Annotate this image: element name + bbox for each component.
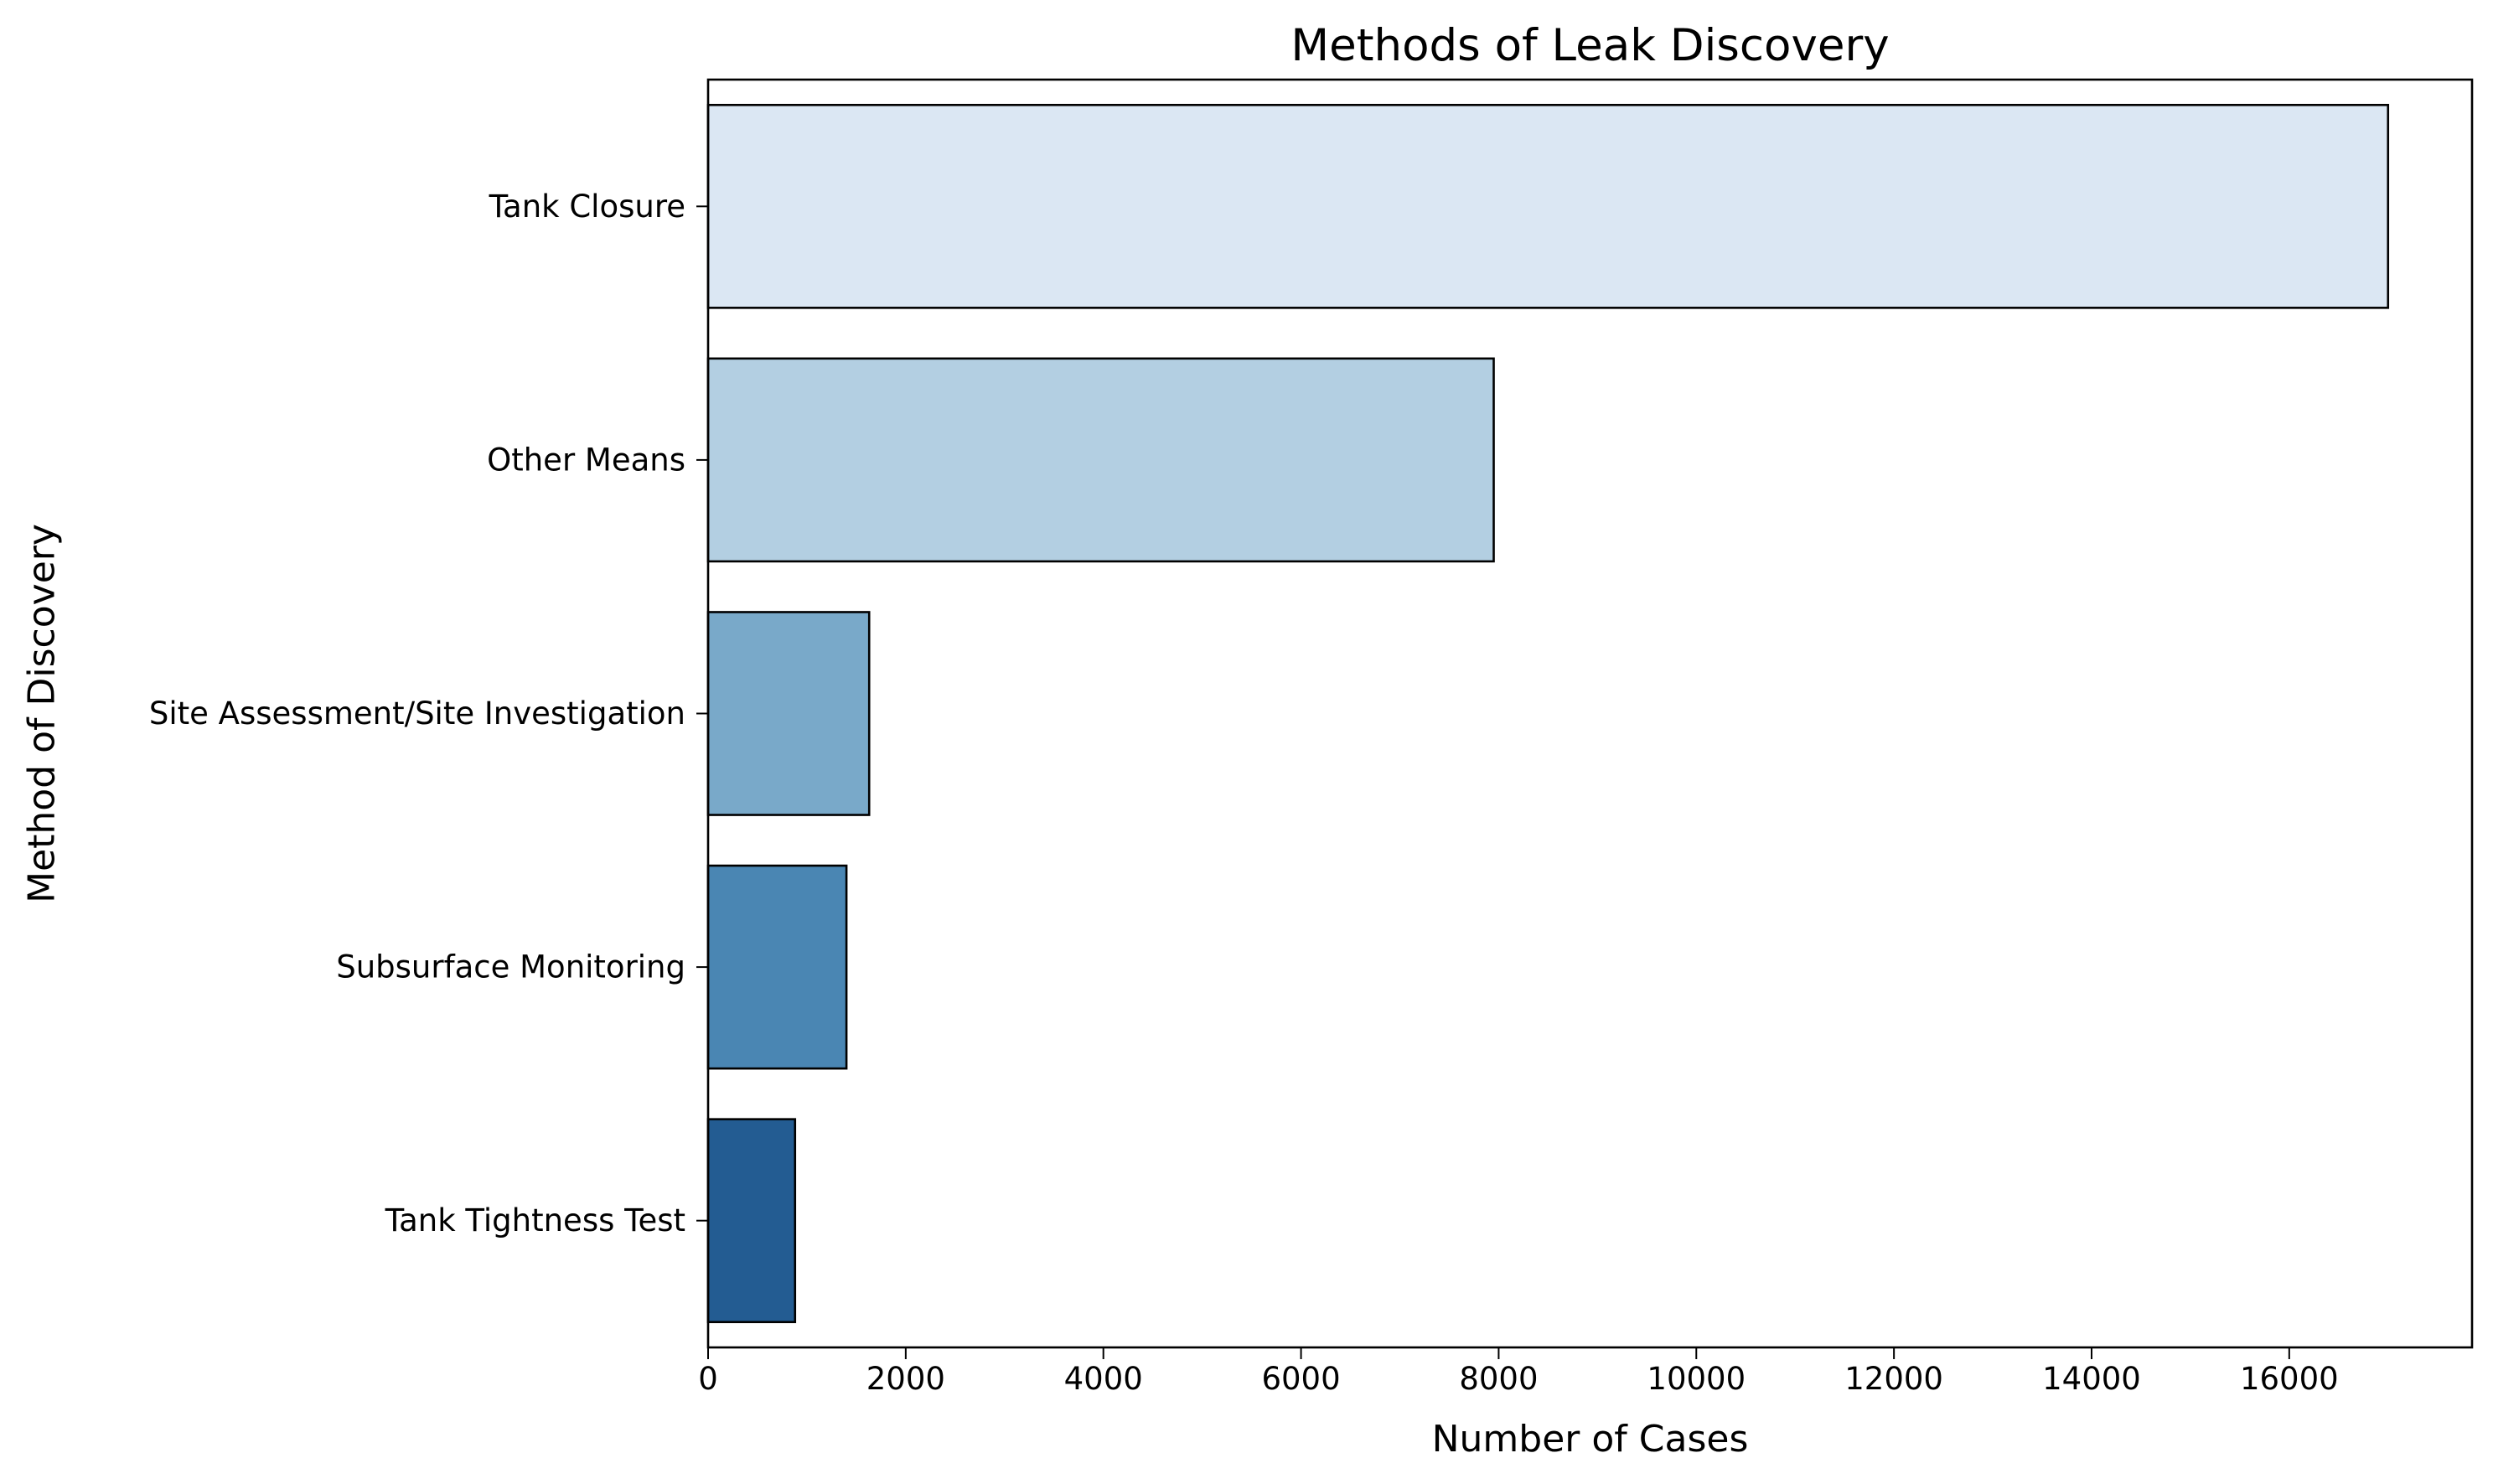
x-axis-label: Number of Cases bbox=[1432, 1418, 1749, 1461]
y-tick-label: Site Assessment/Site Investigation bbox=[149, 695, 685, 732]
bar bbox=[706, 864, 848, 1070]
y-axis-ticks: Tank Closure Other Means Site Assessment/S… bbox=[149, 189, 708, 1238]
y-tick-label: Tank Closure bbox=[489, 189, 685, 225]
x-tick-label: 16000 bbox=[2240, 1361, 2339, 1397]
y-tick-label: Other Means bbox=[487, 442, 685, 478]
x-tick-label: 14000 bbox=[2042, 1361, 2141, 1397]
x-axis-ticks: 0 2000 4000 6000 8000 10000 12000 14000 16000 bbox=[698, 1347, 2339, 1397]
chart-title: Methods of Leak Discovery bbox=[1290, 20, 1889, 71]
y-axis-label: Method of Discovery bbox=[21, 524, 64, 903]
bar bbox=[706, 611, 871, 816]
bar bbox=[706, 1118, 797, 1324]
bar bbox=[706, 103, 2390, 309]
x-tick-label: 2000 bbox=[866, 1361, 945, 1397]
x-tick-label: 8000 bbox=[1459, 1361, 1538, 1397]
x-tick-label: 12000 bbox=[1844, 1361, 1943, 1397]
y-tick-label: Subsurface Monitoring bbox=[336, 949, 685, 985]
bars-group bbox=[706, 103, 2390, 1324]
plot-frame bbox=[706, 78, 2474, 1349]
x-tick-label: 6000 bbox=[1261, 1361, 1340, 1397]
bar bbox=[706, 357, 1495, 563]
x-tick-label: 4000 bbox=[1064, 1361, 1143, 1397]
x-tick-label: 10000 bbox=[1647, 1361, 1746, 1397]
y-tick-label: Tank Tightness Test bbox=[385, 1202, 685, 1238]
x-tick-label: 0 bbox=[698, 1361, 718, 1397]
